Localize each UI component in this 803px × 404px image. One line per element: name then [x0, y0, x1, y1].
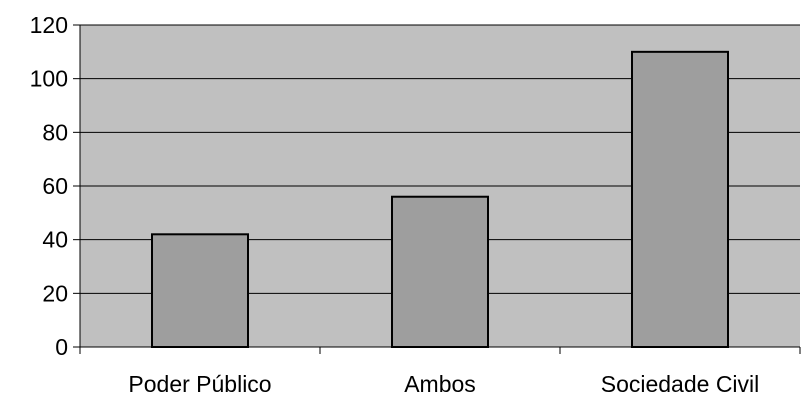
x-axis-category-labels: Poder Público Ambos Sociedade Civil: [128, 371, 759, 397]
x-category-label: Ambos: [404, 371, 476, 397]
bar-1: [391, 195, 489, 348]
y-axis-ticks: 0 20 40 60 80 100 120: [30, 12, 80, 360]
x-category-label: Poder Público: [128, 371, 271, 397]
x-category-label: Sociedade Civil: [601, 371, 760, 397]
x-axis-ticks: [79, 347, 801, 354]
bar-2: [631, 50, 729, 348]
y-tick-label: 80: [42, 119, 68, 145]
y-tick-label: 20: [42, 280, 68, 306]
y-tick-label: 120: [30, 12, 68, 38]
bars: [151, 50, 729, 348]
y-tick-label: 0: [55, 334, 68, 360]
bar-0: [151, 233, 249, 348]
y-tick-label: 60: [42, 173, 68, 199]
y-tick-label: 40: [42, 227, 68, 253]
y-tick-label: 100: [30, 66, 68, 92]
